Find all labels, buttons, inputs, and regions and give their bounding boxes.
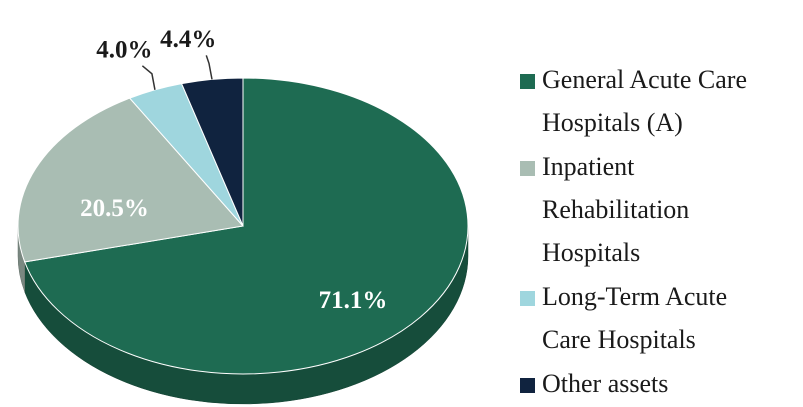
slice-label: 4.0%	[96, 37, 152, 64]
legend-swatch	[520, 74, 535, 89]
legend-label: Inpatient Rehabilitation Hospitals	[542, 152, 696, 267]
legend-label: Long-Term Acute Care Hospitals	[542, 282, 734, 354]
slice-label: 20.5%	[80, 195, 149, 222]
slice-label: 71.1%	[319, 287, 388, 314]
slice	[17, 97, 244, 263]
leader-line	[205, 55, 213, 80]
slice	[24, 77, 469, 375]
legend-label: General Acute Care Hospitals (A)	[542, 65, 754, 137]
legend-swatch	[520, 291, 535, 306]
slice	[180, 77, 244, 227]
leader-line	[141, 65, 156, 90]
legend-swatch	[520, 378, 535, 393]
legend-label: Other assets	[542, 369, 668, 398]
legend-swatch	[520, 161, 535, 176]
slice-label: 4.4%	[160, 26, 216, 53]
